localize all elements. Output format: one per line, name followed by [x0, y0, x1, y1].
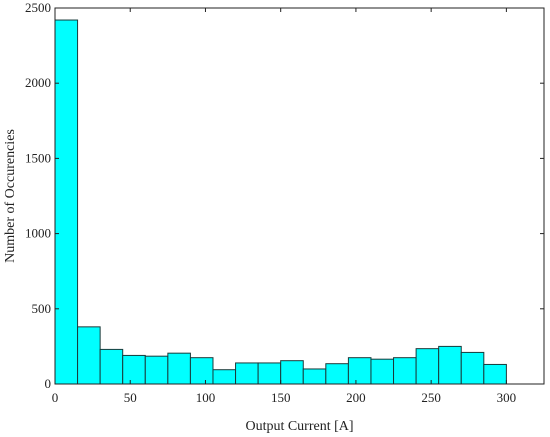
histogram-bar: [54, 19, 79, 385]
y-tick-label: 0: [45, 376, 52, 391]
histogram-bar: [393, 357, 417, 385]
histogram-bar: [122, 354, 146, 385]
histogram-bar: [302, 368, 327, 385]
y-tick-label: 2500: [25, 0, 51, 15]
histogram-bar: [77, 326, 101, 385]
x-tick-label: 200: [346, 390, 366, 405]
histogram-bar: [235, 362, 259, 385]
y-axis-title: Number of Occurencies: [3, 129, 18, 263]
histogram-bar: [144, 355, 169, 385]
histogram-bar: [167, 352, 191, 385]
histogram-bar: [438, 345, 462, 385]
histogram-bar: [325, 363, 349, 385]
y-tick-label: 1000: [25, 226, 51, 241]
x-tick-label: 100: [196, 390, 216, 405]
plot-frame: [54, 7, 545, 385]
histogram-bar: [415, 348, 440, 385]
histogram-bar: [347, 357, 372, 385]
x-tick-label: 150: [271, 390, 291, 405]
y-tick-label: 2000: [25, 75, 51, 90]
histogram-bar: [99, 348, 124, 385]
x-axis-title: Output Current [A]: [245, 419, 353, 434]
histogram-bar: [370, 358, 395, 385]
y-tick-label: 500: [32, 301, 52, 316]
histogram-bar: [212, 369, 237, 385]
y-axis-ticks: 0 500 1000 1500 2000 2500: [25, 0, 544, 391]
histogram-bar: [189, 357, 214, 385]
histogram-bar: [280, 360, 304, 385]
histogram-bar: [257, 362, 282, 385]
x-tick-label: 50: [124, 390, 137, 405]
x-axis-ticks: 0 50 100 150 200 250 300: [52, 8, 516, 405]
y-tick-label: 1500: [25, 150, 51, 165]
x-tick-label: 300: [497, 390, 517, 405]
histogram-bar: [460, 351, 485, 385]
bars-group: [54, 19, 507, 385]
x-tick-label: 0: [52, 390, 59, 405]
histogram-bar: [483, 363, 507, 385]
x-tick-label: 250: [421, 390, 441, 405]
